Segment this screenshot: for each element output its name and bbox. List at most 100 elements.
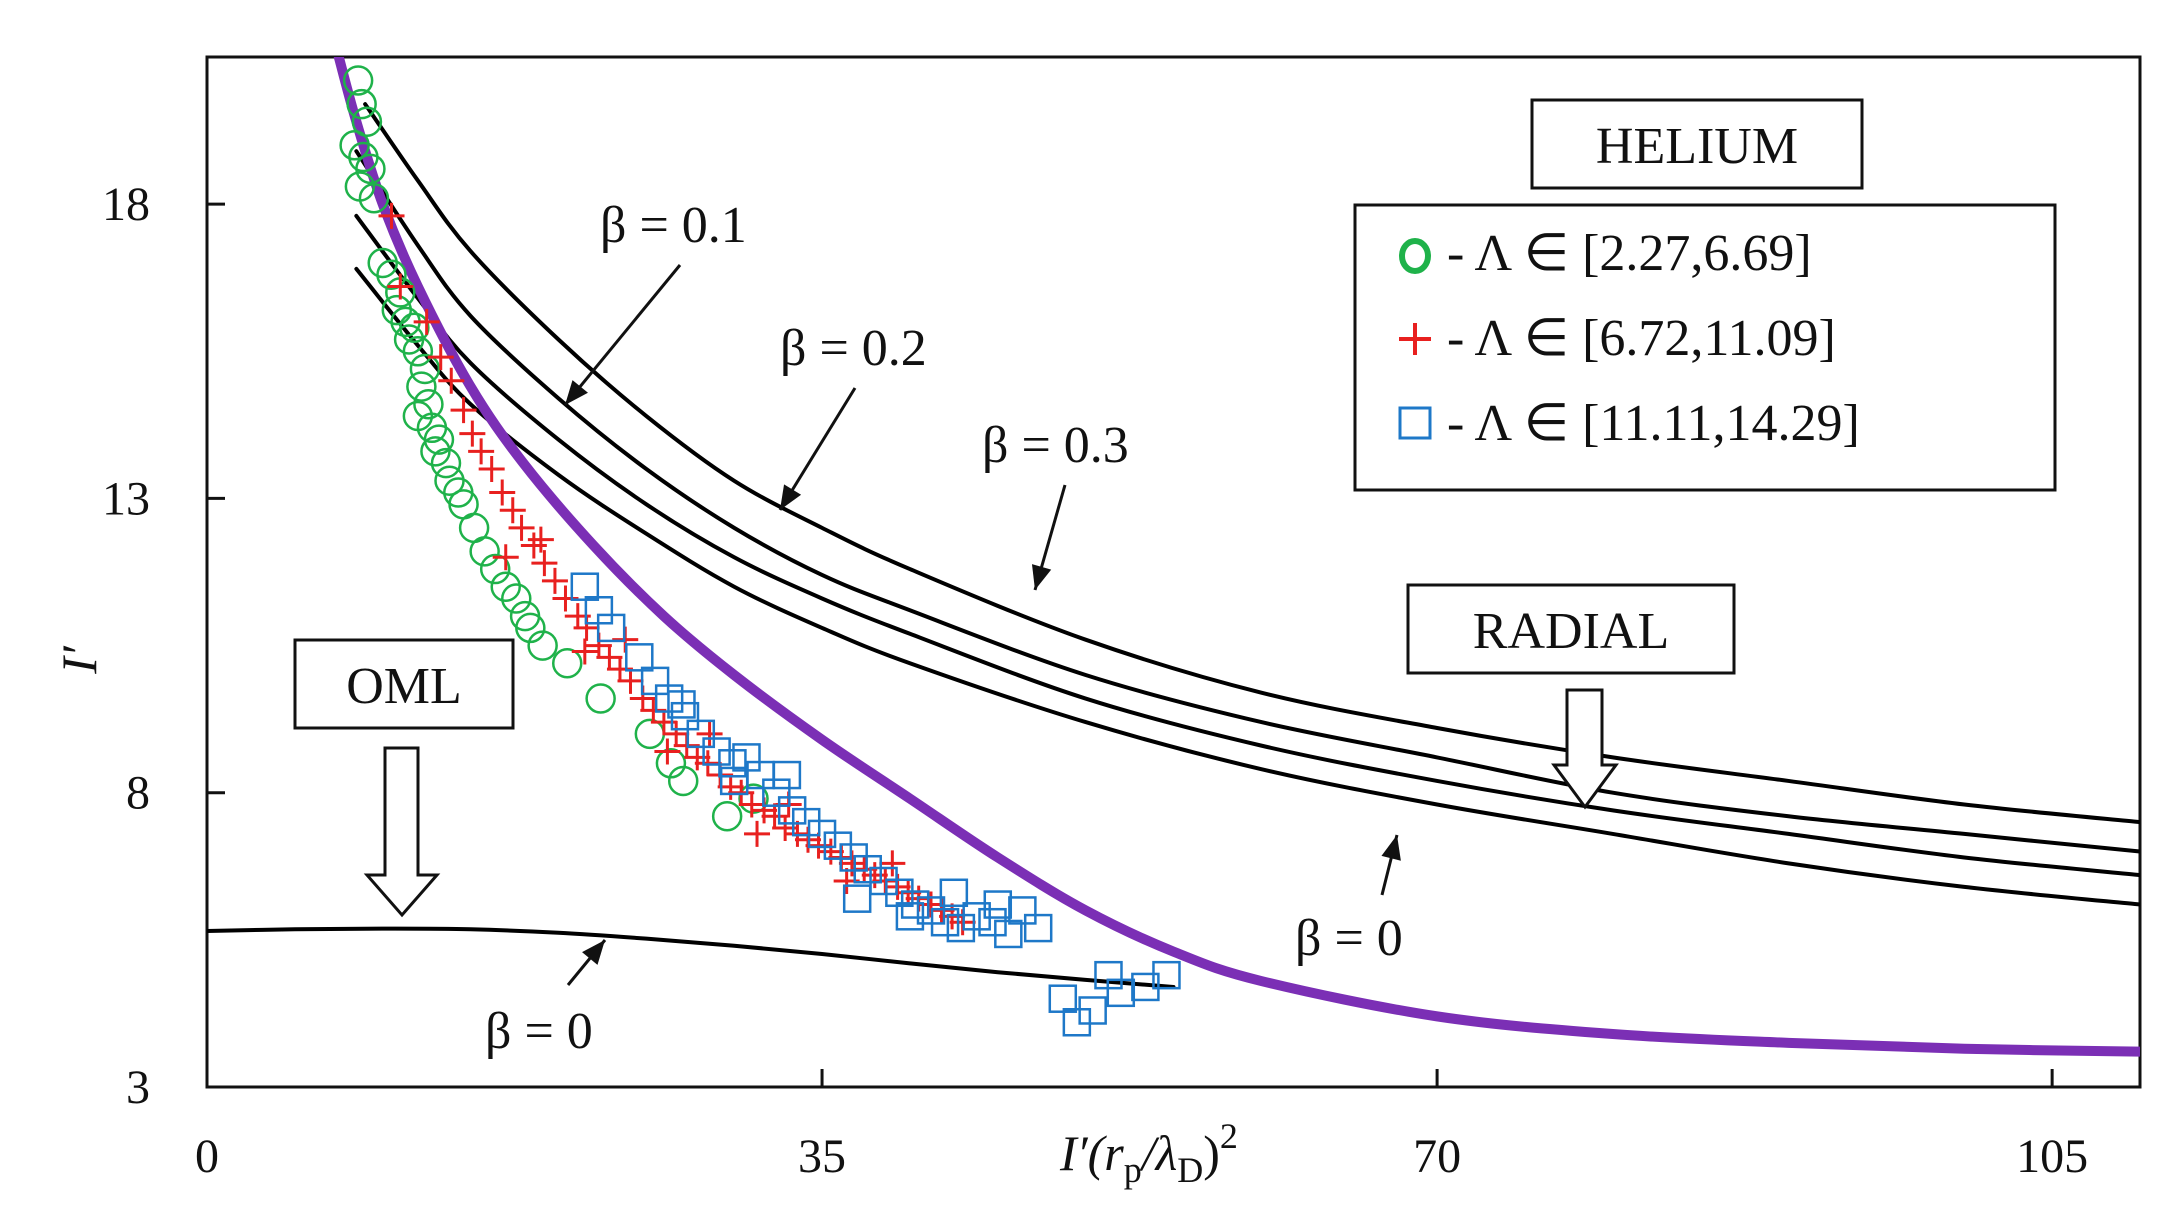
data-point-circle — [490, 571, 521, 602]
legend-label: - Λ ∈ [6.72,11.09] — [1447, 310, 1836, 367]
data-point-plus — [427, 344, 454, 371]
data-point-plus — [761, 803, 788, 830]
data-point-plus — [459, 420, 486, 447]
x-tick-label: 0 — [195, 1130, 219, 1183]
data-point-circle — [358, 183, 390, 214]
data-point-square — [625, 643, 654, 672]
data-point-circle — [430, 447, 462, 479]
gas-label-box: HELIUM — [1530, 98, 1864, 190]
data-point-plus — [387, 273, 414, 300]
data-point-plus — [696, 720, 723, 747]
data-point-square — [1023, 913, 1053, 943]
data-point-plus — [596, 644, 623, 671]
data-point-square — [686, 719, 716, 749]
data-point-circle — [420, 436, 451, 467]
data-point-square — [1008, 896, 1037, 925]
data-point-circle — [711, 801, 743, 832]
data-point-circle — [551, 647, 583, 679]
curve-oml-0 — [207, 926, 1176, 989]
data-point-circle — [501, 583, 532, 614]
data-point-square — [939, 878, 969, 908]
curves — [207, 102, 2140, 989]
legend-item: - Λ ∈ [2.27,6.69] — [1399, 225, 1812, 282]
y-tick-label: 13 — [102, 472, 150, 525]
data-point-plus — [413, 308, 440, 335]
data-point-circle — [527, 630, 558, 661]
legend-item: - Λ ∈ [6.72,11.09] — [1399, 310, 1836, 367]
data-point-square — [719, 766, 749, 796]
annotation-arrows — [563, 264, 1401, 986]
legend-label: - Λ ∈ [11.11,14.29] — [1447, 395, 1860, 452]
beta-01-label: β = 0.1 — [600, 197, 747, 254]
data-point-circle — [402, 336, 434, 367]
data-point-circle — [423, 424, 455, 455]
beta-02-arrow — [778, 387, 857, 511]
beta-01-arrow — [563, 264, 682, 406]
beta-0-oml-arrow — [566, 939, 607, 986]
data-point-plus — [378, 202, 405, 229]
data-point-circle — [479, 553, 511, 585]
plot-frame — [205, 55, 2142, 1089]
legend-item: - Λ ∈ [11.11,14.29] — [1398, 395, 1860, 452]
x-axis-title: I′(rp/λD)2 — [1059, 1116, 1238, 1190]
data-point-square — [1106, 978, 1136, 1008]
beta-03-arrow — [1031, 484, 1067, 591]
data-point-plus — [450, 397, 477, 424]
data-point-plus — [492, 544, 519, 571]
data-point-plus — [531, 550, 558, 577]
x-tick-label: 35 — [798, 1130, 846, 1183]
data-point-plus — [508, 514, 535, 541]
y-tick-label: 3 — [126, 1061, 150, 1114]
data-point-square — [570, 572, 600, 601]
beta-0-radial-label: β = 0 — [1295, 910, 1403, 967]
data-point-plus — [468, 438, 495, 465]
data-point-square — [983, 890, 1013, 919]
data-point-plus — [499, 497, 526, 524]
y-tick-label: 8 — [126, 767, 150, 820]
x-tick-label: 105 — [2016, 1130, 2088, 1183]
data-point-circle — [406, 371, 437, 402]
data-point-square — [895, 902, 925, 931]
data-point-square — [596, 613, 626, 643]
data-point-circle — [667, 765, 699, 797]
data-point-plus — [617, 667, 644, 694]
beta-0-oml-label: β = 0 — [485, 1003, 593, 1060]
legend-label: - Λ ∈ [2.27,6.69] — [1447, 225, 1812, 282]
curve-radial-0-2 — [354, 149, 2140, 854]
data-point-square — [930, 907, 960, 937]
data-point-circle — [409, 353, 441, 385]
legend: - Λ ∈ [2.27,6.69] - Λ ∈ [6.72,11.09] - Λ ∈… — [1353, 203, 2057, 492]
legend-marker-circle — [1399, 238, 1431, 274]
data-point-circle — [346, 88, 377, 120]
data-point-square — [772, 760, 802, 790]
series-circle — [339, 65, 769, 832]
data-point-square — [762, 778, 791, 807]
data-point-square — [1152, 960, 1181, 990]
data-point-circle — [585, 683, 616, 714]
data-point-circle — [469, 536, 500, 567]
beta-annotations: β = 0.1 β = 0.2 β = 0.3 β = 0 β = 0 — [485, 197, 1403, 1060]
y-tick-label: 18 — [102, 178, 150, 231]
data-point-circle — [355, 153, 386, 185]
data-points — [333, 57, 2140, 1057]
data-point-plus — [684, 744, 711, 771]
data-point-circle — [738, 783, 769, 814]
data-point-square — [1078, 996, 1107, 1025]
svg-text:RADIAL: RADIAL — [1473, 603, 1669, 660]
data-point-plus — [438, 367, 465, 394]
data-point-plus — [489, 479, 516, 506]
data-point-plus — [571, 638, 598, 665]
data-point-plus — [478, 456, 505, 482]
data-point-circle — [634, 718, 666, 750]
data-point-circle — [376, 259, 407, 291]
oml-hollow-arrow — [363, 746, 441, 918]
data-point-plus — [663, 720, 690, 747]
axis-ticks: 0 35 70 105 3 8 13 18 — [102, 178, 2088, 1183]
data-point-square — [667, 690, 696, 719]
series-square — [570, 572, 1181, 1037]
data-point-plus — [520, 532, 547, 559]
data-point-plus — [541, 567, 568, 594]
data-point-plus — [879, 850, 906, 877]
data-point-square — [1048, 984, 1078, 1013]
data-point-square — [842, 884, 872, 913]
